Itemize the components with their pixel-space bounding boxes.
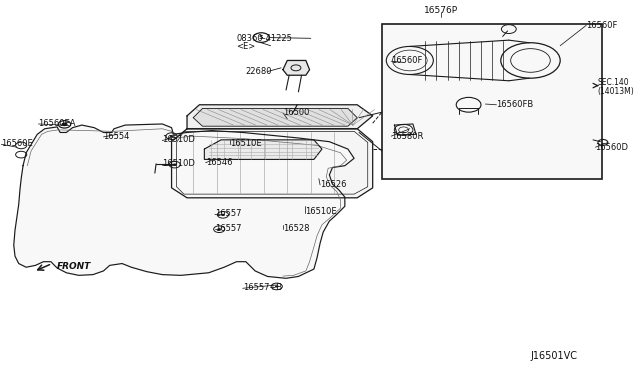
Text: 16576P: 16576P bbox=[424, 6, 458, 15]
Text: 16510E: 16510E bbox=[305, 207, 336, 217]
Polygon shape bbox=[172, 129, 372, 198]
Text: 16560E: 16560E bbox=[1, 139, 33, 148]
Text: SEC.140: SEC.140 bbox=[597, 78, 629, 87]
Polygon shape bbox=[193, 109, 357, 126]
Circle shape bbox=[61, 122, 68, 126]
Text: 16557: 16557 bbox=[215, 224, 241, 233]
Circle shape bbox=[173, 163, 177, 166]
Text: 08360-41225: 08360-41225 bbox=[237, 34, 292, 43]
Text: 22680: 22680 bbox=[246, 67, 273, 76]
Text: <E>: <E> bbox=[237, 42, 256, 51]
Text: FRONT: FRONT bbox=[57, 262, 92, 270]
Text: S: S bbox=[259, 35, 264, 40]
Circle shape bbox=[275, 285, 278, 288]
Polygon shape bbox=[283, 61, 310, 75]
Text: 16526: 16526 bbox=[320, 180, 347, 189]
Text: 16546: 16546 bbox=[205, 157, 232, 167]
Text: 16560F: 16560F bbox=[586, 21, 618, 30]
Text: 16560D: 16560D bbox=[595, 143, 628, 152]
Text: 16500: 16500 bbox=[283, 108, 309, 117]
Text: 16557: 16557 bbox=[215, 209, 241, 218]
Text: (14013M): (14013M) bbox=[597, 87, 634, 96]
Polygon shape bbox=[14, 124, 354, 278]
Text: 16510E: 16510E bbox=[230, 139, 262, 148]
Text: 16560FB: 16560FB bbox=[497, 100, 534, 109]
Circle shape bbox=[221, 214, 225, 216]
Circle shape bbox=[170, 135, 173, 137]
Text: 16510D: 16510D bbox=[163, 159, 195, 169]
Bar bbox=[382, 23, 602, 179]
Text: 16560F: 16560F bbox=[391, 56, 422, 65]
Text: 16510D: 16510D bbox=[163, 135, 195, 144]
Polygon shape bbox=[204, 140, 322, 160]
Text: 16528: 16528 bbox=[283, 224, 310, 233]
Text: 16554: 16554 bbox=[104, 132, 130, 141]
Text: 16560EA: 16560EA bbox=[38, 119, 76, 128]
Text: J16501VC: J16501VC bbox=[531, 351, 577, 361]
Polygon shape bbox=[187, 105, 372, 129]
Circle shape bbox=[218, 228, 221, 230]
Text: 16580R: 16580R bbox=[391, 132, 424, 141]
Text: 16557+B: 16557+B bbox=[243, 283, 282, 292]
